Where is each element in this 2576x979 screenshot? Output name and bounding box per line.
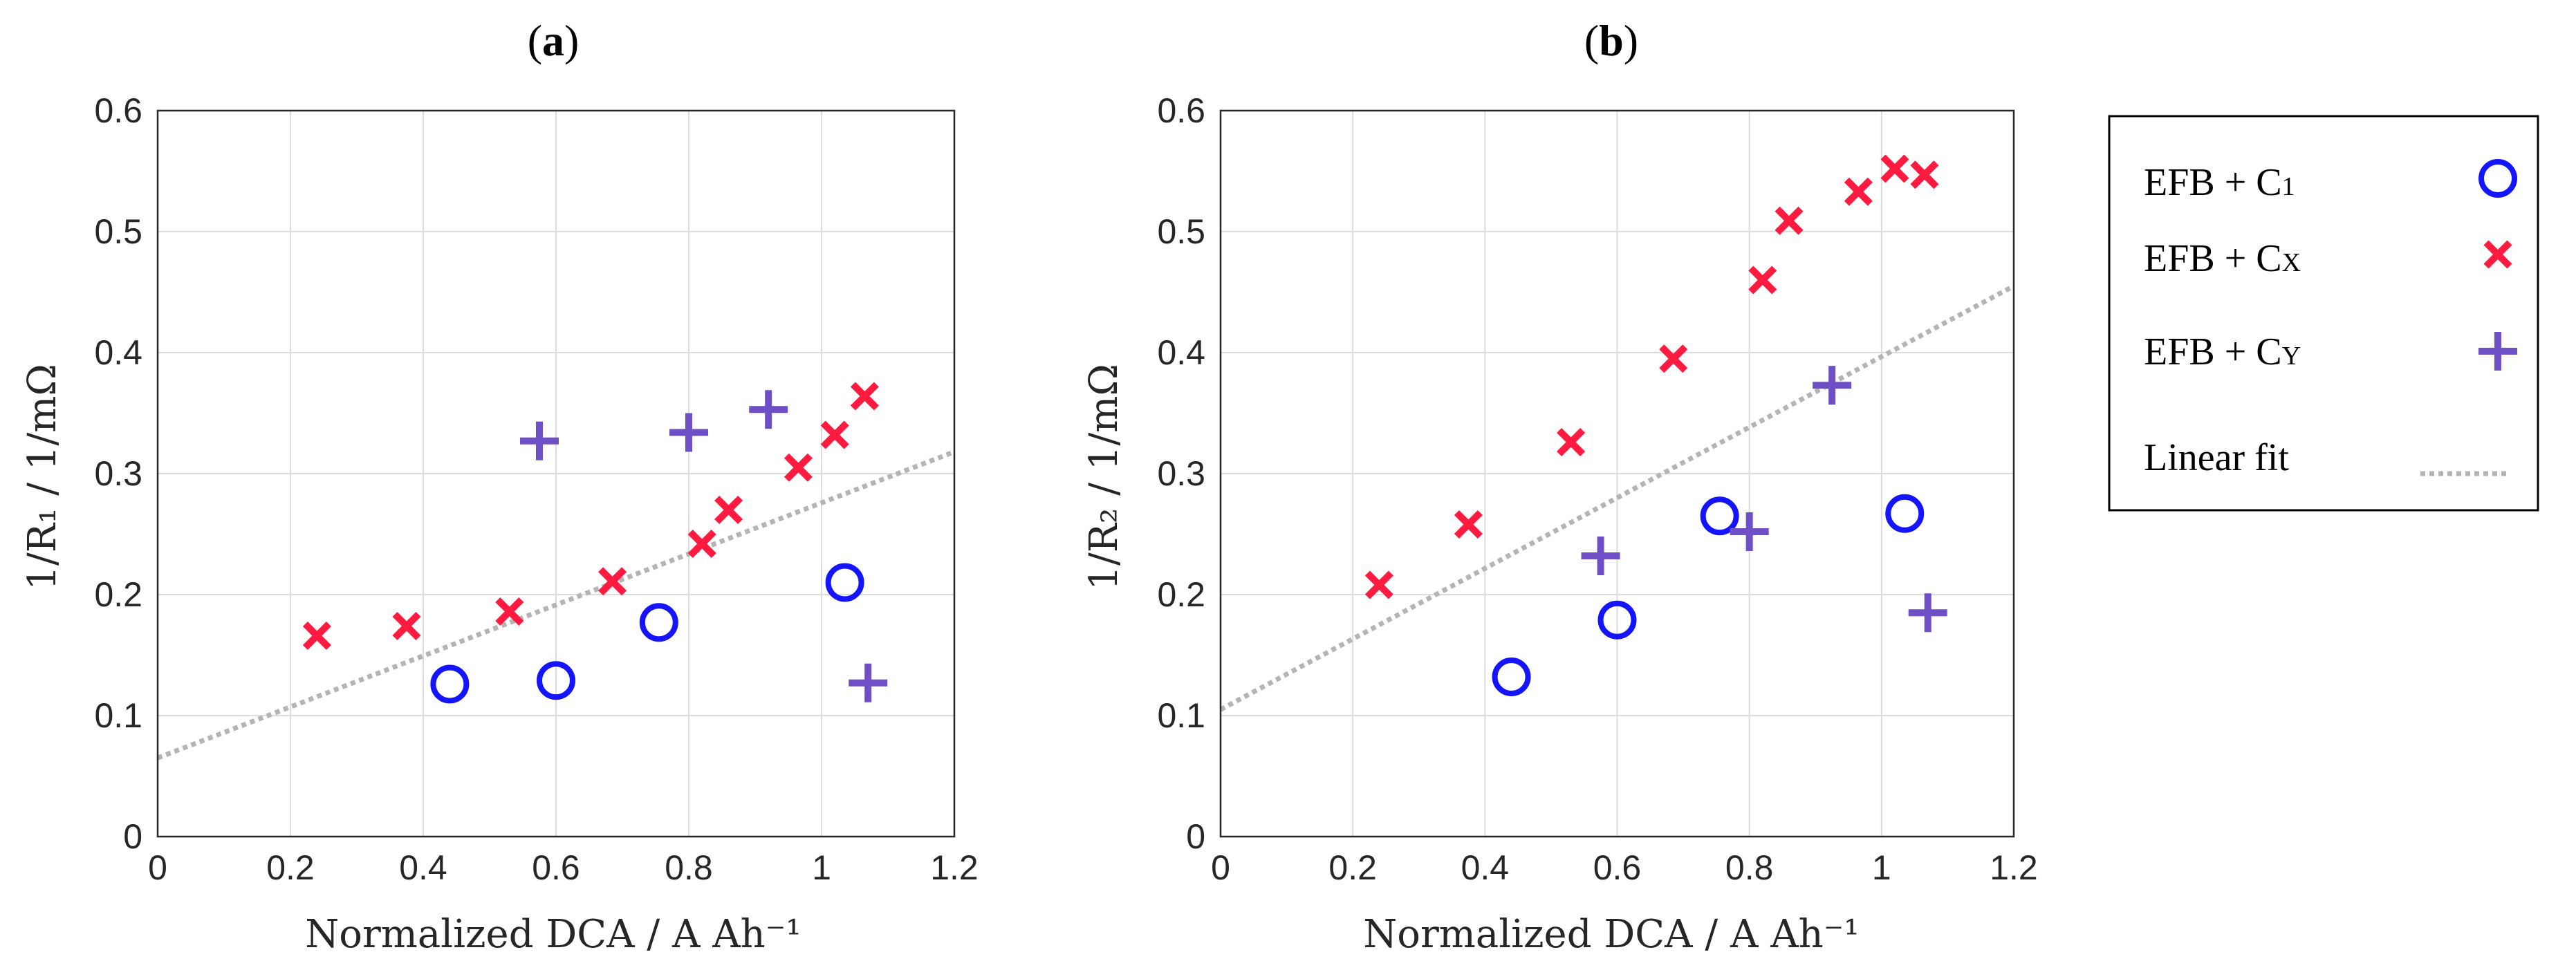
linear-fit-line — [156, 449, 956, 761]
axes-box — [1219, 109, 2015, 838]
data-point-x — [302, 621, 331, 651]
data-point-x — [820, 420, 849, 449]
x-tick-label: 0.8 — [1725, 848, 1774, 887]
data-point-plus — [1813, 366, 1852, 405]
data-point-x — [392, 611, 421, 641]
data-point-circle — [639, 603, 678, 642]
x-axis-label: Normalized DCA / A Ah⁻¹ — [1363, 912, 1860, 957]
panel-a: (a) 0 0.2 0.4 0.6 0.8 1 1.2 0 0.1 0.2 0.3 0.4 0.5 0.6… — [20, 16, 979, 957]
data-point-x — [1880, 154, 1909, 183]
panel-a-title: (a) — [528, 16, 580, 65]
data-point-x — [1748, 265, 1777, 295]
x-tick-label: 1.2 — [1990, 848, 2038, 887]
y-axis-label: 1/R₂ / 1/mΩ — [1082, 364, 1127, 590]
x-tick-label: 0 — [148, 848, 167, 887]
y-tick-label: 0.2 — [94, 575, 142, 614]
data-point-x — [1659, 344, 1688, 373]
y-tick-label: 0 — [123, 817, 142, 856]
y-tick-label: 0.1 — [94, 696, 142, 735]
y-tick-label: 0.5 — [94, 212, 142, 251]
data-point-plus — [1908, 593, 1947, 633]
x-tick-label: 0.6 — [1593, 848, 1642, 887]
data-point-x — [1557, 427, 1586, 457]
legend-label-cx: EFB + CX — [2144, 237, 2301, 280]
x-tick-label: 1 — [812, 848, 831, 887]
legend-box — [2108, 115, 2539, 512]
data-point-plus — [669, 413, 708, 452]
data-point-x — [1910, 160, 1939, 189]
data-point-x — [598, 567, 627, 596]
x-tick-label: 1 — [1872, 848, 1891, 887]
data-point-plus — [520, 421, 559, 460]
y-axis-label: 1/R₁ / 1/mΩ — [20, 364, 65, 590]
panel-b-title: (b) — [1584, 16, 1638, 65]
data-point-circle — [1492, 658, 1531, 696]
data-point-circle — [1885, 494, 1925, 533]
y-tick-label: 0.4 — [1157, 333, 1205, 372]
data-point-x — [784, 453, 813, 482]
data-point-circle — [1597, 600, 1637, 640]
x-axis-label: Normalized DCA / A Ah⁻¹ — [305, 912, 801, 957]
x-tick-label: 0.8 — [665, 848, 713, 887]
data-point-plus — [749, 390, 788, 429]
y-tick-label: 0.6 — [1157, 91, 1205, 130]
panel-b: (b) 0 0.2 0.4 0.6 0.8 1 1.2 0 0.1 0.2 0.3 0.4 0.5 0.6… — [1082, 16, 2038, 957]
x-tick-label: 0 — [1211, 848, 1230, 887]
linear-fit-line — [1219, 283, 2015, 712]
legend-marker-plus — [2478, 332, 2517, 371]
data-point-circle — [430, 664, 470, 704]
panel-a-title-letter: a — [542, 16, 564, 65]
y-tick-label: 0.3 — [94, 454, 142, 493]
data-point-x — [1364, 570, 1393, 599]
data-point-plus — [1581, 537, 1620, 575]
legend-marker-circle — [2478, 159, 2517, 198]
y-tick-label: 0.6 — [94, 91, 142, 130]
data-point-plus — [1730, 512, 1769, 551]
y-tick-label: 0 — [1186, 817, 1205, 856]
data-point-circle — [537, 661, 575, 700]
data-point-x — [1775, 206, 1804, 235]
data-point-circle — [825, 563, 864, 602]
x-tick-label: 0.4 — [1461, 848, 1510, 887]
x-tick-label: 0.4 — [399, 848, 447, 887]
x-tick-label: 0.6 — [532, 848, 580, 887]
legend-label-cy: EFB + CY — [2144, 330, 2301, 373]
legend-marker-x — [2483, 240, 2512, 269]
data-point-plus — [849, 663, 888, 702]
data-point-x — [1844, 177, 1873, 206]
data-point-x — [687, 529, 716, 559]
x-tick-label: 1.2 — [930, 848, 979, 887]
y-tick-label: 0.1 — [1157, 696, 1205, 735]
data-point-x — [714, 495, 743, 525]
x-tick-label: 0.2 — [266, 848, 315, 887]
data-point-x — [1454, 510, 1483, 539]
data-point-x — [850, 382, 879, 411]
y-tick-label: 0.5 — [1157, 212, 1205, 251]
y-tick-label: 0.3 — [1157, 454, 1205, 493]
y-tick-label: 0.2 — [1157, 575, 1205, 614]
x-tick-label: 0.2 — [1328, 848, 1377, 887]
y-tick-label: 0.4 — [94, 333, 142, 372]
panel-b-title-letter: b — [1599, 16, 1624, 65]
legend-label-fit: Linear fit — [2144, 436, 2289, 479]
legend-label-c1: EFB + C1 — [2144, 161, 2295, 204]
data-point-circle — [1700, 496, 1739, 536]
legend: EFB + C1 EFB + CX EFB + CY Linear fit — [2108, 115, 2539, 512]
axes-box — [156, 109, 956, 838]
data-point-x — [495, 597, 524, 626]
